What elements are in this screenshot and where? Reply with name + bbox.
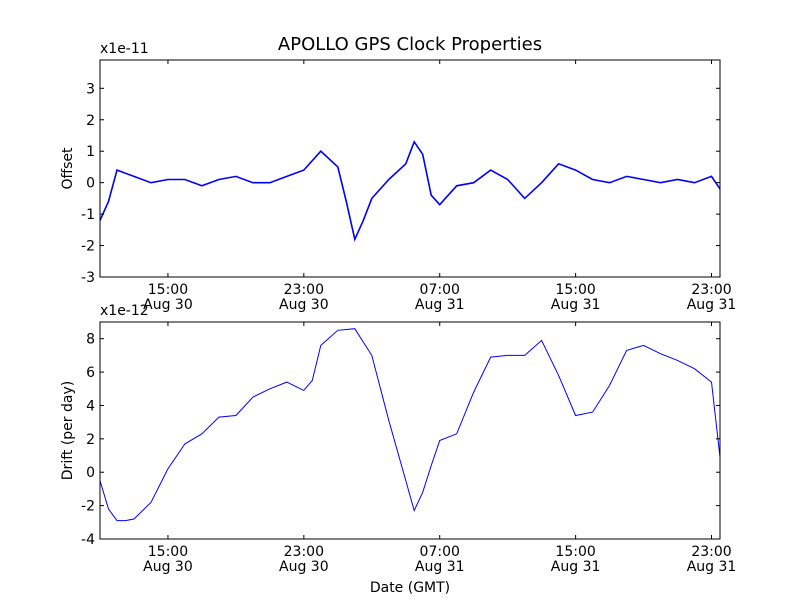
y-axis-label: Drift (per day) — [60, 381, 76, 480]
axes-frame — [99, 59, 721, 278]
y-tick-label: 0 — [86, 465, 95, 481]
x-tick-label: 23:00 — [284, 544, 324, 560]
x-tick-label: Aug 31 — [687, 297, 737, 313]
x-tick-label: Aug 30 — [279, 297, 329, 313]
y-tick-label: 0 — [86, 176, 95, 192]
y-tick-label: 8 — [86, 332, 95, 348]
y-axis-label: Offset — [60, 147, 76, 190]
x-axis-label: Date (GMT) — [370, 580, 450, 596]
x-tick-label: 15:00 — [555, 282, 595, 298]
series-line — [100, 328, 720, 522]
x-tick-label: 07:00 — [420, 282, 460, 298]
axis-multiplier: x1e-11 — [100, 41, 149, 57]
x-tick-label: Aug 31 — [551, 559, 601, 575]
y-tick-label: 2 — [86, 432, 95, 448]
y-tick-label: -3 — [81, 270, 95, 286]
y-tick-label: 6 — [86, 365, 95, 381]
y-tick-label: 4 — [86, 398, 95, 414]
x-tick-label: Aug 30 — [279, 559, 329, 575]
x-tick-label: 15:00 — [555, 544, 595, 560]
x-tick-label: Aug 31 — [687, 559, 737, 575]
x-tick-label: 23:00 — [284, 282, 324, 298]
x-tick-label: Aug 30 — [143, 297, 193, 313]
y-tick-label: 3 — [86, 81, 95, 97]
y-tick-label: -1 — [81, 207, 95, 223]
x-tick-label: Aug 30 — [143, 559, 193, 575]
x-tick-label: Aug 31 — [415, 559, 465, 575]
x-tick-label: 07:00 — [420, 544, 460, 560]
series-line — [100, 140, 720, 242]
x-tick-label: 15:00 — [148, 544, 188, 560]
y-tick-label: -4 — [81, 532, 95, 548]
y-tick-label: 2 — [86, 113, 95, 129]
x-tick-label: 15:00 — [148, 282, 188, 298]
axis-multiplier: x1e-12 — [100, 303, 149, 319]
y-tick-label: -2 — [81, 499, 95, 515]
x-tick-label: 23:00 — [691, 544, 731, 560]
chart-title: APOLLO GPS Clock Properties — [278, 34, 542, 55]
x-tick-label: Aug 31 — [551, 297, 601, 313]
x-tick-label: 23:00 — [691, 282, 731, 298]
x-tick-label: Aug 31 — [415, 297, 465, 313]
y-tick-label: 1 — [86, 144, 95, 160]
axes-frame — [99, 321, 721, 540]
y-tick-label: -2 — [81, 239, 95, 255]
